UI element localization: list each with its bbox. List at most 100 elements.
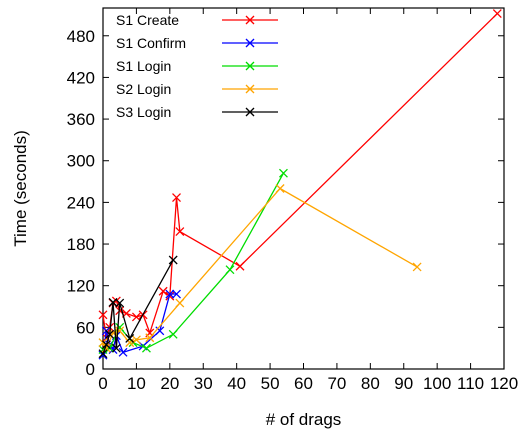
legend-label: S1 Confirm (116, 35, 186, 51)
data-point (125, 333, 135, 343)
marker-stroke (172, 289, 181, 299)
marker-stroke (118, 347, 128, 357)
marker-stroke (111, 343, 121, 353)
marker-stroke (225, 265, 235, 275)
data-point (145, 333, 155, 343)
marker-stroke (172, 193, 181, 202)
y-axis-title: Time (seconds) (11, 130, 30, 247)
series-line (102, 187, 418, 350)
marker-stroke (245, 107, 255, 117)
y-tick-label: 360 (67, 110, 95, 129)
x-tick-label: 0 (98, 374, 107, 393)
marker-stroke (175, 298, 185, 308)
marker-stroke (278, 168, 288, 178)
marker-stroke (158, 286, 168, 296)
x-tick-label: 110 (457, 374, 484, 393)
data-point (115, 322, 125, 332)
series-s1-login (98, 168, 288, 355)
series-line (102, 172, 285, 351)
data-point (175, 298, 185, 308)
y-tick-label: 240 (67, 193, 95, 212)
legend: S1 Create S1 Confirm S1 Login S2 Login S3 Lo… (116, 12, 278, 120)
legend-item: S2 Login (116, 81, 278, 97)
y-tick-label: 480 (67, 27, 95, 46)
data-point (98, 310, 108, 320)
marker-stroke (145, 333, 155, 343)
y-tick-label: 60 (76, 318, 95, 337)
data-point (131, 335, 141, 345)
legend-item: S3 Login (116, 104, 278, 120)
data-point (158, 286, 168, 296)
x-tick-label: 90 (394, 374, 413, 393)
marker-stroke (155, 326, 165, 336)
marker-stroke (98, 310, 108, 320)
data-point (168, 329, 178, 339)
data-point (125, 338, 135, 348)
marker-stroke (131, 312, 141, 322)
data-point (105, 329, 115, 339)
legend-item: S1 Create (116, 12, 278, 28)
x-axis-title: # of drags (266, 410, 342, 429)
data-point (165, 289, 175, 299)
y-tick-label: 120 (67, 277, 95, 296)
marker-stroke (125, 333, 135, 343)
legend-marker (245, 107, 255, 117)
series-line (102, 259, 174, 354)
x-tick-label: 70 (327, 374, 346, 393)
legend-marker (245, 84, 255, 94)
marker-stroke (98, 338, 108, 348)
data-point (115, 298, 125, 308)
data-point (111, 343, 121, 353)
x-tick-label: 30 (194, 374, 213, 393)
y-tick-label: 0 (86, 360, 95, 379)
data-point (275, 184, 285, 193)
x-tick-label: 40 (227, 374, 246, 393)
x-tick-label: 100 (423, 374, 451, 393)
marker-stroke (115, 298, 125, 308)
marker-stroke (141, 343, 151, 353)
legend-label: S1 Login (116, 58, 171, 74)
x-tick-label: 10 (127, 374, 146, 393)
legend-label: S3 Login (116, 104, 171, 120)
marker-stroke (165, 289, 175, 299)
series-s3-login (98, 255, 178, 359)
data-point (412, 262, 422, 272)
data-point (172, 193, 181, 202)
x-tick-label: 80 (361, 374, 380, 393)
data-point (98, 349, 108, 359)
y-tick-label: 420 (67, 68, 95, 87)
marker-stroke (245, 61, 255, 71)
marker-stroke (168, 255, 178, 265)
data-point (168, 255, 178, 265)
series-layer (98, 9, 502, 360)
marker-stroke (131, 335, 141, 345)
marker-stroke (275, 184, 285, 193)
y-tick-label: 300 (67, 152, 95, 171)
marker-stroke (115, 322, 125, 332)
marker-stroke (245, 15, 255, 25)
legend-item: S1 Login (116, 58, 278, 74)
legend-label: S2 Login (116, 81, 171, 97)
x-tick-label: 60 (294, 374, 313, 393)
x-tick-label: 50 (261, 374, 280, 393)
marker-stroke (245, 84, 255, 94)
data-point (172, 289, 181, 299)
legend-marker (245, 15, 255, 25)
data-point (235, 261, 245, 271)
marker-stroke (245, 38, 255, 48)
marker-stroke (412, 262, 422, 272)
legend-item: S1 Confirm (116, 35, 278, 51)
data-point (101, 340, 111, 350)
marker-stroke (125, 338, 135, 348)
marker-stroke (105, 329, 115, 339)
axis-ticks: 0 10 20 30 40 50 60 70 80 90 100 110 120 0 60 120 180 240… (67, 8, 518, 393)
data-point (175, 227, 185, 237)
marker-stroke (235, 261, 245, 271)
data-point (492, 9, 502, 19)
data-point (131, 312, 141, 322)
legend-marker (245, 61, 255, 71)
legend-marker (245, 38, 255, 48)
data-point (278, 168, 288, 178)
data-point (155, 326, 165, 336)
